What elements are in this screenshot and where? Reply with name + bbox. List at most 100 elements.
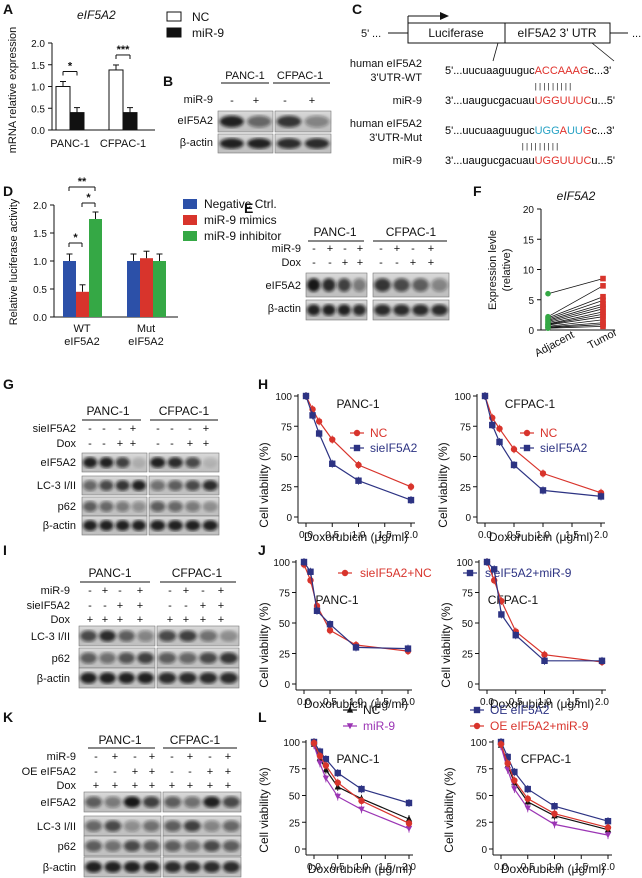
panel-h-cfpac1-curve bbox=[484, 395, 602, 497]
panel-g-blot-left-band bbox=[82, 457, 98, 468]
panel-h-panc1-point bbox=[329, 436, 336, 443]
panel-k-sign: + bbox=[112, 780, 118, 792]
panel-j-panc1-x-tick-label: 1.5 bbox=[375, 697, 389, 708]
panel-i-blot-right-band bbox=[158, 652, 177, 664]
panel-c-dots: ... bbox=[372, 28, 381, 40]
panel-c: 5'... Luciferase eIF5A2 3' UTR ... human eIF… bbox=[350, 12, 641, 167]
panel-i-cell-line-panc1: PANC-1 bbox=[88, 566, 131, 580]
panel-h-legend-marker bbox=[523, 429, 531, 437]
panel-k-sign: - bbox=[170, 766, 174, 778]
panel-l-y-label: Cell viability (%) bbox=[257, 767, 271, 852]
panel-h-legend-si: sieIF5A2 bbox=[540, 441, 588, 455]
panel-f-pair-line bbox=[547, 324, 604, 328]
panel-c-mut-sequence-segment: UGG bbox=[535, 125, 560, 137]
panel-d-bar bbox=[76, 291, 89, 317]
panel-l-x-label: Doxorubicin (μg/ml) bbox=[308, 862, 412, 876]
panel-label-i: I bbox=[3, 542, 7, 558]
panel-h-title-cfpac1: CFPAC-1 bbox=[505, 397, 556, 411]
panel-i-blot-left-band bbox=[118, 652, 135, 664]
panel-a-legend-swatch-mir9 bbox=[166, 27, 182, 38]
panel-g-blot-right-band bbox=[167, 457, 183, 468]
panel-i-blot-right-band bbox=[199, 630, 218, 642]
panel-g-blot-left-band bbox=[115, 480, 130, 491]
panel-l-panc1-point bbox=[405, 825, 413, 832]
panel-k-blot-left-band bbox=[104, 840, 122, 852]
panel-l-legend-label: NC bbox=[363, 703, 381, 717]
panel-e-sign: + bbox=[357, 243, 363, 255]
panel-e-eif5a2-left-band bbox=[322, 278, 336, 292]
panel-k-sign: + bbox=[149, 751, 155, 763]
panel-c-wt-sequence-segment: ACCAAAG bbox=[535, 65, 589, 77]
panel-e-sign: + bbox=[410, 257, 416, 269]
panel-k-blot-right-band bbox=[203, 861, 221, 873]
panel-l-panc1-point bbox=[322, 755, 330, 763]
panel-i-sign: + bbox=[137, 614, 143, 626]
panel-i-blot-right-band bbox=[178, 630, 197, 642]
panel-h-panc1-y-tick-label: 0 bbox=[286, 513, 292, 524]
panel-f-y-label: (relative) bbox=[501, 249, 513, 292]
panel-e-sign: - bbox=[312, 257, 316, 269]
panel-h-cfpac1-point bbox=[510, 446, 518, 453]
panel-k-blot-left-band bbox=[142, 820, 160, 832]
panel-i-blot-left-membrane bbox=[78, 667, 156, 689]
panel-k-blot-right-band bbox=[183, 861, 201, 873]
panel-e-sign: + bbox=[327, 243, 333, 255]
panel-j-legend-marker bbox=[466, 569, 474, 577]
panel-l-legend-label: miR-9 bbox=[363, 719, 395, 733]
panel-g-blot-left-band bbox=[99, 457, 114, 468]
panel-j-cfpac1-y-tick-label: 100 bbox=[456, 558, 473, 569]
panel-g-row-label: β-actin bbox=[43, 520, 76, 532]
panel-k-row-label: eIF5A2 bbox=[41, 797, 76, 809]
panel-a-y-tick-label: 2.0 bbox=[31, 39, 45, 50]
panel-l-panc1-curve bbox=[313, 745, 410, 830]
panel-d-x-category: eIF5A2 bbox=[64, 336, 99, 348]
panel-k-blot-right-band bbox=[222, 840, 240, 852]
panel-j-legend-0: sieIF5A2+NC bbox=[360, 566, 432, 580]
panel-i-sign: - bbox=[168, 585, 172, 597]
panel-i-sign: + bbox=[102, 585, 108, 597]
panel-l-panc1-point bbox=[405, 799, 413, 807]
panel-k-blot-left-band bbox=[85, 796, 103, 808]
panel-l-panc1-y-tick-label: 75 bbox=[289, 765, 301, 776]
panel-i-sign: + bbox=[218, 614, 224, 626]
panel-g-sign: - bbox=[170, 423, 174, 435]
panel-c-wt-sequence: 5'...uucuaaguugucACCAAAGc...3' bbox=[445, 65, 611, 77]
panel-h-panc1-y-tick-label: 50 bbox=[281, 453, 293, 464]
panel-l-panc1-x-tick-label: 2.0 bbox=[402, 862, 416, 873]
panel-j-cfpac1-x-tick-label: 0.5 bbox=[509, 697, 523, 708]
panel-b-actin-right-band bbox=[276, 138, 302, 149]
panel-g-blot-left-band bbox=[131, 457, 147, 468]
panel-j-panc1-x-tick-label: 1.0 bbox=[349, 697, 363, 708]
panel-l-cfpac1-y-tick-label: 25 bbox=[476, 818, 488, 829]
panel-e-eif5a2-left-band bbox=[337, 278, 351, 292]
panel-c-mir9-sequence-segment: u...5' bbox=[591, 95, 615, 107]
panel-d-legend-swatch bbox=[183, 231, 197, 241]
panel-h-legend-nc: NC bbox=[540, 426, 558, 440]
panel-g-blot-right-band bbox=[202, 480, 218, 491]
panel-h-cfpac1-x-tick-label: 1.0 bbox=[536, 530, 550, 541]
panel-a-bar-mir9 bbox=[69, 112, 85, 131]
panel-i-sign: - bbox=[118, 585, 122, 597]
panel-e-sign: - bbox=[379, 257, 383, 269]
panel-h-cfpac1-y-tick-label: 25 bbox=[460, 483, 472, 494]
panel-h-cfpac1-x-tick-label: 0.5 bbox=[507, 530, 521, 541]
panel-c-arrow-head bbox=[440, 12, 449, 20]
panel-j-cfpac1-point bbox=[483, 558, 491, 566]
panel-i-blot-left-band bbox=[80, 652, 97, 664]
panel-e-sign: - bbox=[379, 243, 383, 255]
panel-e-cell-line-cfpac1: CFPAC-1 bbox=[386, 225, 437, 239]
panel-k-row-mir9: miR-9 bbox=[47, 751, 76, 763]
panel-e-actin-right-band bbox=[374, 304, 391, 316]
panel-l-panc1-point bbox=[310, 739, 318, 747]
panel-d-legend-label: Negative Ctrl. bbox=[204, 197, 277, 211]
panel-e-row-eif5a2: eIF5A2 bbox=[266, 280, 301, 292]
panel-j-legend-marker bbox=[341, 569, 349, 577]
panel-e-sign: - bbox=[343, 243, 347, 255]
panel-i-sign: + bbox=[87, 614, 93, 626]
panel-h-cfpac1-point bbox=[496, 425, 503, 432]
panel-c-mut-label: 3'UTR-Mut bbox=[369, 132, 422, 144]
panel-l-legend-label: OE eIF5A2 bbox=[490, 703, 550, 717]
panel-a-significance: * bbox=[68, 61, 73, 73]
panel-h-x-label-2: Doxorubicin (μg/ml) bbox=[489, 530, 593, 544]
panel-c-utr-label: eIF5A2 3' UTR bbox=[518, 26, 597, 40]
